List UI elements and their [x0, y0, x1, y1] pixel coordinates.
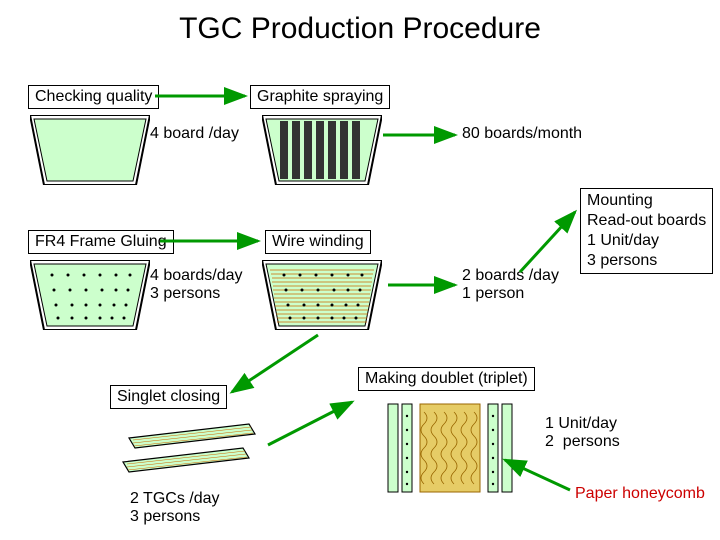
arrow-quality-to-graphite — [0, 0, 720, 540]
